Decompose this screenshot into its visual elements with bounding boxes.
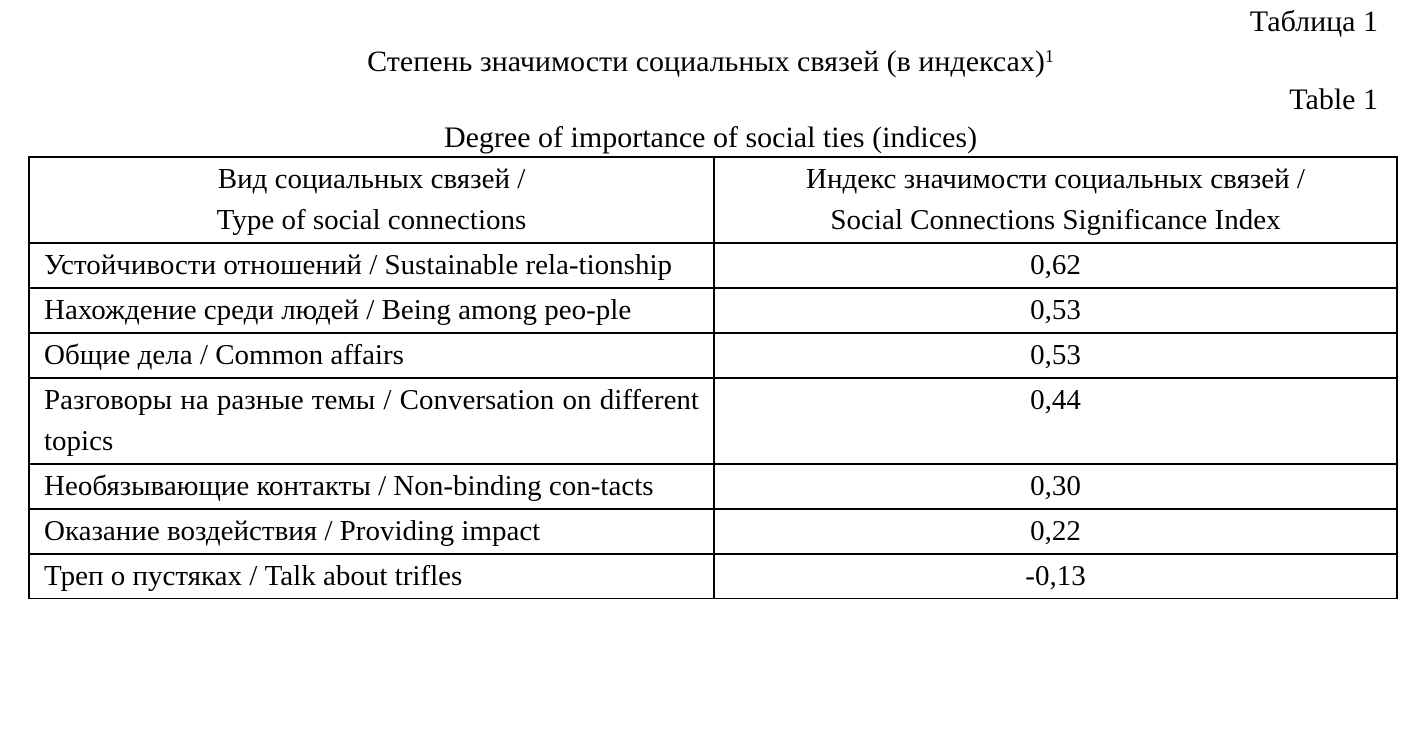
column-header-index: Индекс значимости социальных связей / So… [713, 156, 1398, 244]
table-row: Оказание воздействия / Providing impact … [28, 508, 1398, 555]
table-row: Треп о пустяках / Talk about trifles -0,… [28, 553, 1398, 599]
column-header-index-line2: Social Connections Significance Index [830, 204, 1281, 236]
social-tie-type: Общие дела / Common affairs [28, 332, 715, 379]
footnote-marker: 1 [1044, 46, 1054, 66]
significance-index: -0,13 [713, 553, 1398, 599]
table-title-en: Degree of importance of social ties (ind… [443, 121, 978, 154]
column-header-type: Вид социальных связей / Type of social c… [28, 156, 715, 244]
table-title-ru: Степень значимости социальных связей (в … [0, 44, 1421, 80]
social-tie-type: Необязывающие контакты / Non-binding con… [28, 463, 715, 510]
significance-index: 0,53 [713, 332, 1398, 379]
table-row: Нахождение среди людей / Being among peo… [28, 287, 1398, 334]
social-ties-table: Вид социальных связей / Type of social c… [28, 156, 1398, 599]
table-row: Разговоры на разные темы / Conversation … [28, 377, 1398, 465]
significance-index: 0,44 [713, 377, 1398, 465]
table-row: Необязывающие контакты / Non-binding con… [28, 463, 1398, 510]
social-tie-type: Нахождение среди людей / Being among peo… [28, 287, 715, 334]
column-header-type-line1: Вид социальных связей / [217, 163, 526, 195]
significance-index: 0,53 [713, 287, 1398, 334]
table-row: Общие дела / Common affairs 0,53 [28, 332, 1398, 379]
social-tie-type: Устойчивости отношений / Sustainable rel… [28, 242, 715, 289]
table-number-ru: Таблица 1 [1249, 5, 1378, 38]
column-header-index-line1: Индекс значимости социальных связей / [806, 163, 1305, 195]
social-tie-type: Разговоры на разные темы / Conversation … [28, 377, 715, 465]
table-row: Устойчивости отношений / Sustainable rel… [28, 242, 1398, 289]
social-tie-type: Оказание воздействия / Providing impact [28, 508, 715, 555]
significance-index: 0,22 [713, 508, 1398, 555]
table-title-ru-text: Степень значимости социальных связей (в … [367, 45, 1045, 78]
table-header-row: Вид социальных связей / Type of social c… [28, 156, 1398, 244]
significance-index: 0,30 [713, 463, 1398, 510]
social-tie-type: Треп о пустяках / Talk about trifles [28, 553, 715, 599]
table-number-en: Table 1 [1289, 83, 1378, 116]
significance-index: 0,62 [713, 242, 1398, 289]
column-header-type-line2: Type of social connections [216, 204, 527, 236]
